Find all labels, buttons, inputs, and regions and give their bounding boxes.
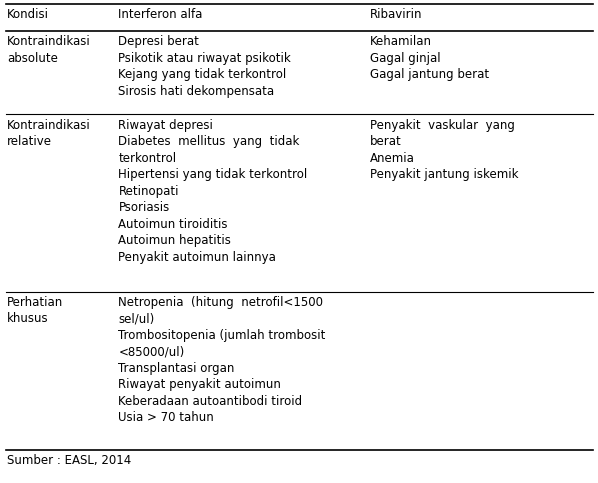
Text: Penyakit  vaskular  yang
berat
Anemia
Penyakit jantung iskemik: Penyakit vaskular yang berat Anemia Peny… [370,119,518,181]
Text: Depresi berat
Psikotik atau riwayat psikotik
Kejang yang tidak terkontrol
Sirosi: Depresi berat Psikotik atau riwayat psik… [118,35,291,98]
Text: Interferon alfa: Interferon alfa [118,8,203,21]
Text: Riwayat depresi
Diabetes  mellitus  yang  tidak
terkontrol
Hipertensi yang tidak: Riwayat depresi Diabetes mellitus yang t… [118,119,307,264]
Text: Kehamilan
Gagal ginjal
Gagal jantung berat: Kehamilan Gagal ginjal Gagal jantung ber… [370,35,489,81]
Text: Netropenia  (hitung  netrofil<1500
sel/ul)
Trombositopenia (jumlah trombosit
<85: Netropenia (hitung netrofil<1500 sel/ul)… [118,296,326,424]
Text: Kontraindikasi
absolute: Kontraindikasi absolute [7,35,91,65]
Text: Ribavirin: Ribavirin [370,8,422,21]
Text: Sumber : EASL, 2014: Sumber : EASL, 2014 [7,454,132,467]
Text: Kontraindikasi
relative: Kontraindikasi relative [7,119,91,148]
Text: Kondisi: Kondisi [7,8,49,21]
Text: Perhatian
khusus: Perhatian khusus [7,296,63,325]
